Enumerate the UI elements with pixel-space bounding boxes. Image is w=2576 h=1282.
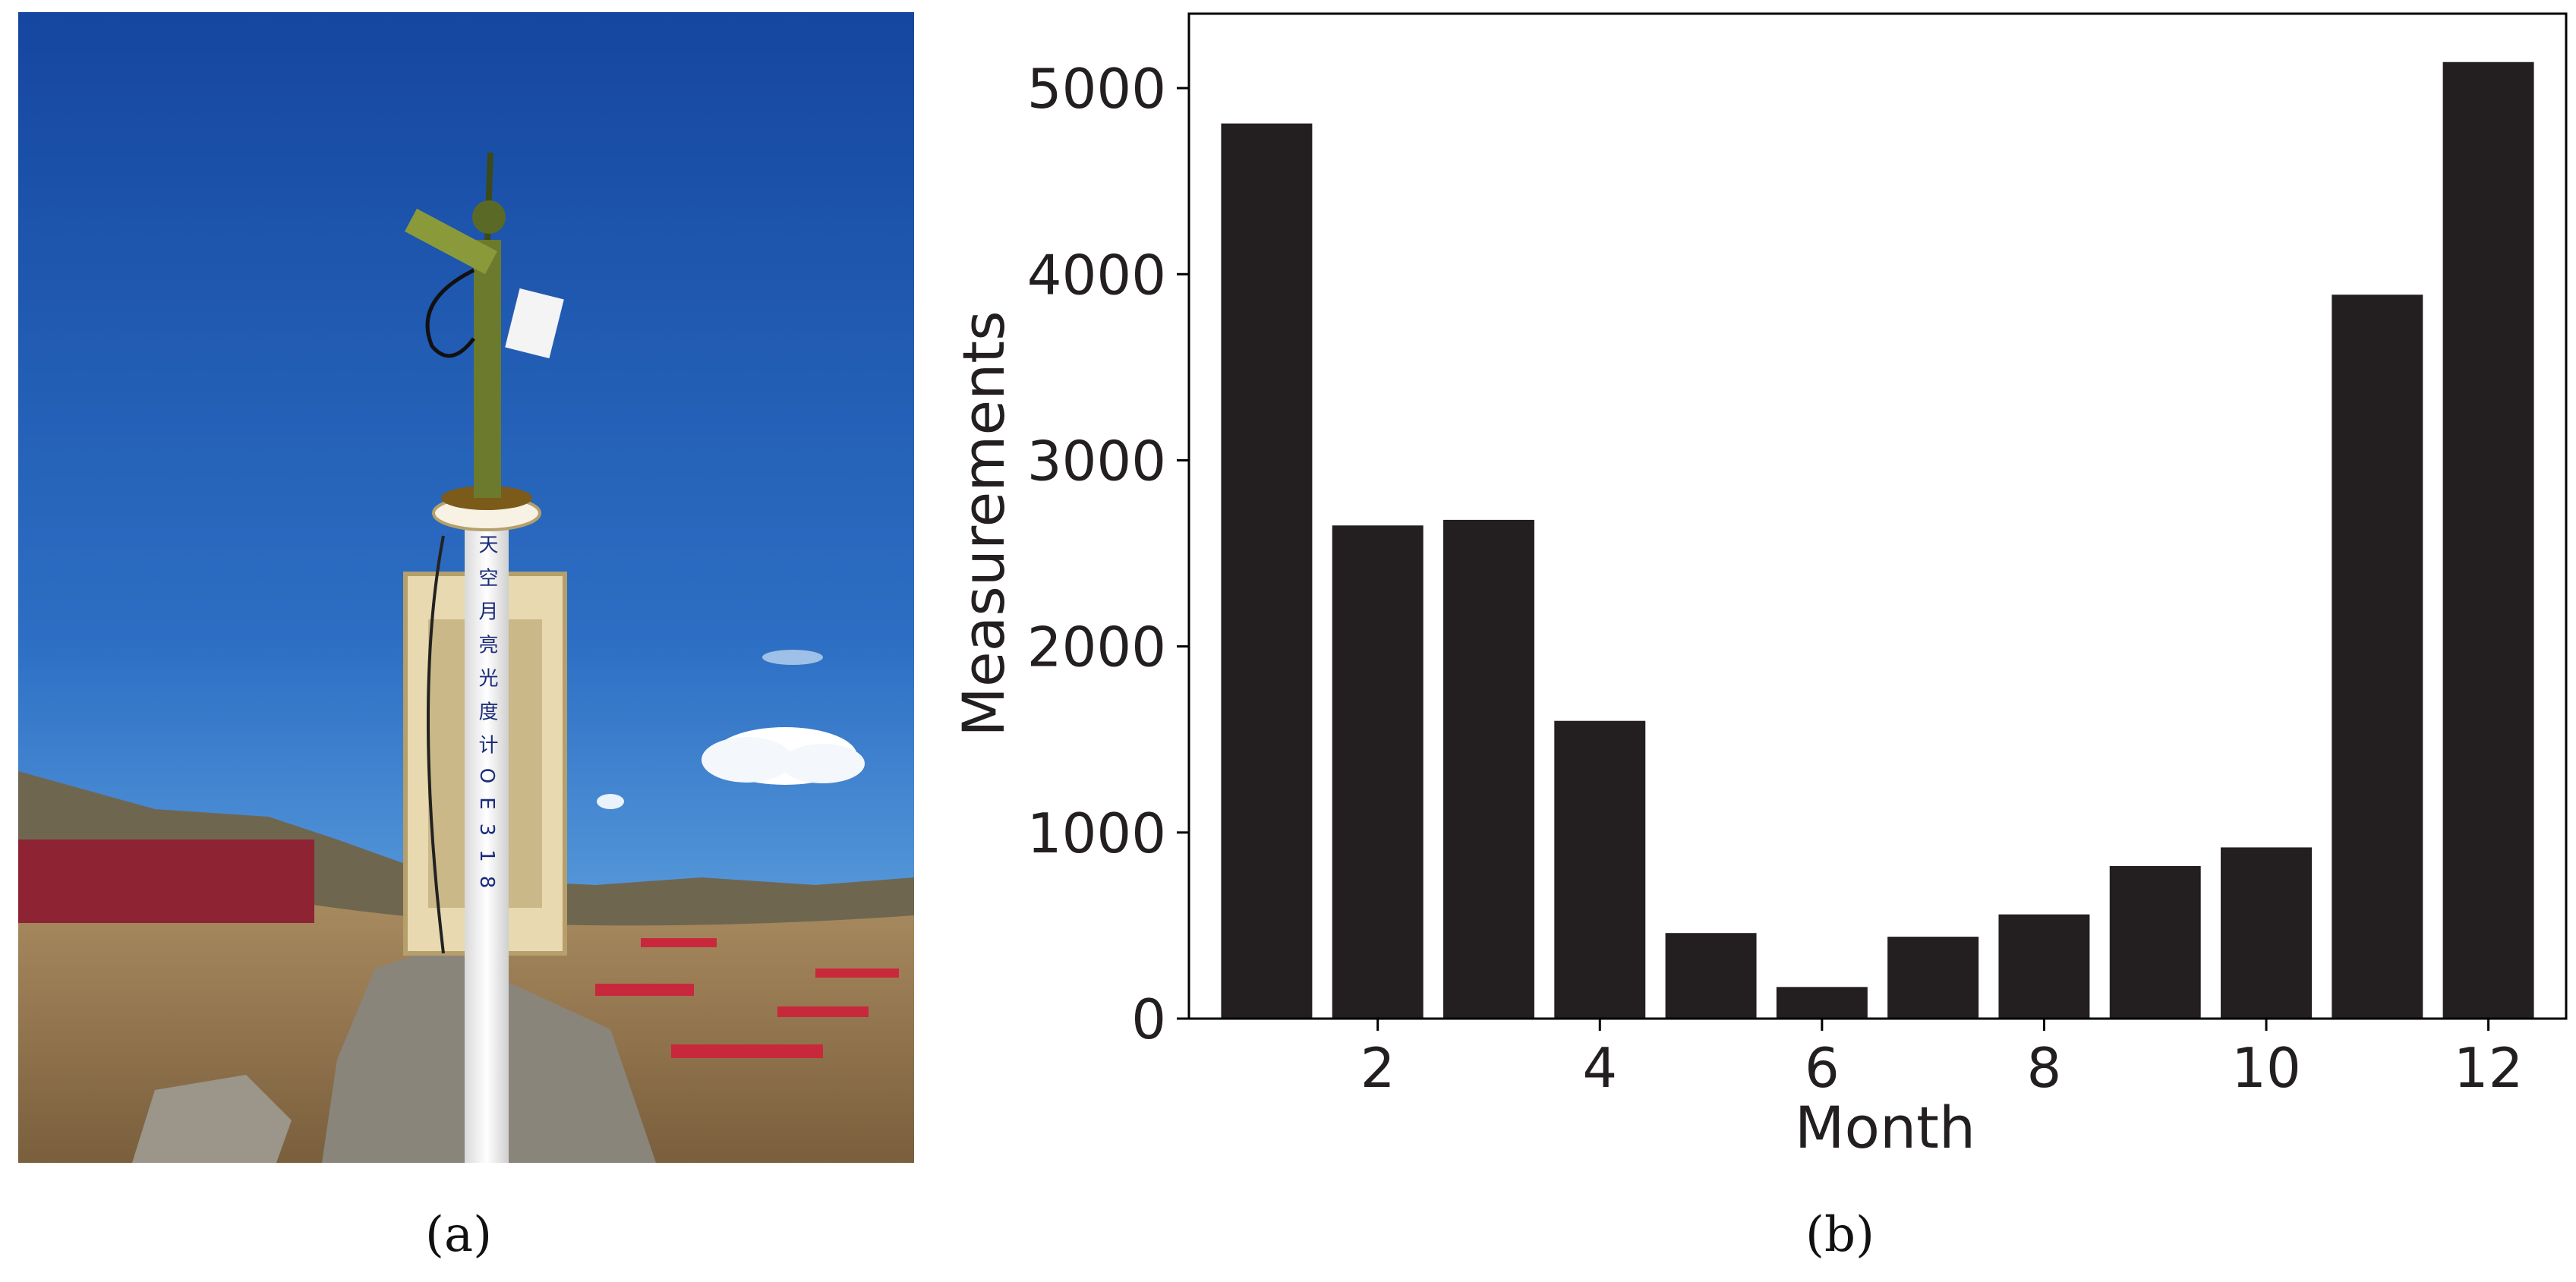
bar-month-4 — [1554, 720, 1646, 1019]
x-tick-label: 12 — [2454, 1036, 2524, 1100]
x-tick-label: 10 — [2231, 1036, 2301, 1100]
bar-month-10 — [2221, 847, 2312, 1019]
bar-month-6 — [1776, 987, 1868, 1019]
bar-month-1 — [1221, 123, 1313, 1019]
x-tick-label: 4 — [1582, 1036, 1617, 1100]
pole — [465, 498, 509, 1163]
x-tick-label: 8 — [2027, 1036, 2062, 1100]
sun-photometer-photo: 全自动太阳天空月亮光度计OE318 — [18, 12, 914, 1163]
plot-frame — [1187, 12, 2568, 1020]
y-axis-ticks: 0 1000 2000 3000 4000 5000 — [1027, 57, 1189, 1051]
y-tick-label: 2000 — [1027, 616, 1166, 679]
y-tick-label: 4000 — [1027, 243, 1166, 307]
y-tick-label: 0 — [1131, 987, 1166, 1051]
bar-group — [1221, 61, 2534, 1019]
bar-month-9 — [2109, 865, 2201, 1019]
x-axis-label: Month — [1795, 1094, 1975, 1161]
collimator — [405, 208, 497, 275]
y-tick-label: 5000 — [1027, 57, 1166, 121]
y-tick-label: 3000 — [1027, 429, 1166, 493]
bar-month-11 — [2332, 295, 2423, 1019]
x-axis-ticks: 2 4 6 8 10 12 — [1361, 1019, 2524, 1100]
bar-month-8 — [1998, 914, 2090, 1019]
x-tick-label: 2 — [1361, 1036, 1395, 1100]
chart-caption: (b) — [1805, 1207, 1874, 1263]
x-tick-label: 6 — [1805, 1036, 1840, 1100]
sensor-tube — [474, 240, 501, 498]
y-axis-label: Measurements — [950, 310, 1017, 736]
y-tick-label: 1000 — [1027, 802, 1166, 865]
red-barriers — [18, 839, 899, 1058]
bar-month-7 — [1887, 937, 1979, 1019]
cloud — [597, 650, 865, 809]
photo-caption: (a) — [425, 1207, 493, 1263]
photo-panel: 全自动太阳天空月亮光度计OE318 — [18, 12, 914, 1163]
bar-month-12 — [2442, 61, 2534, 1019]
bar-month-5 — [1665, 933, 1757, 1019]
bar-month-2 — [1332, 525, 1424, 1019]
bar-month-3 — [1443, 519, 1534, 1019]
